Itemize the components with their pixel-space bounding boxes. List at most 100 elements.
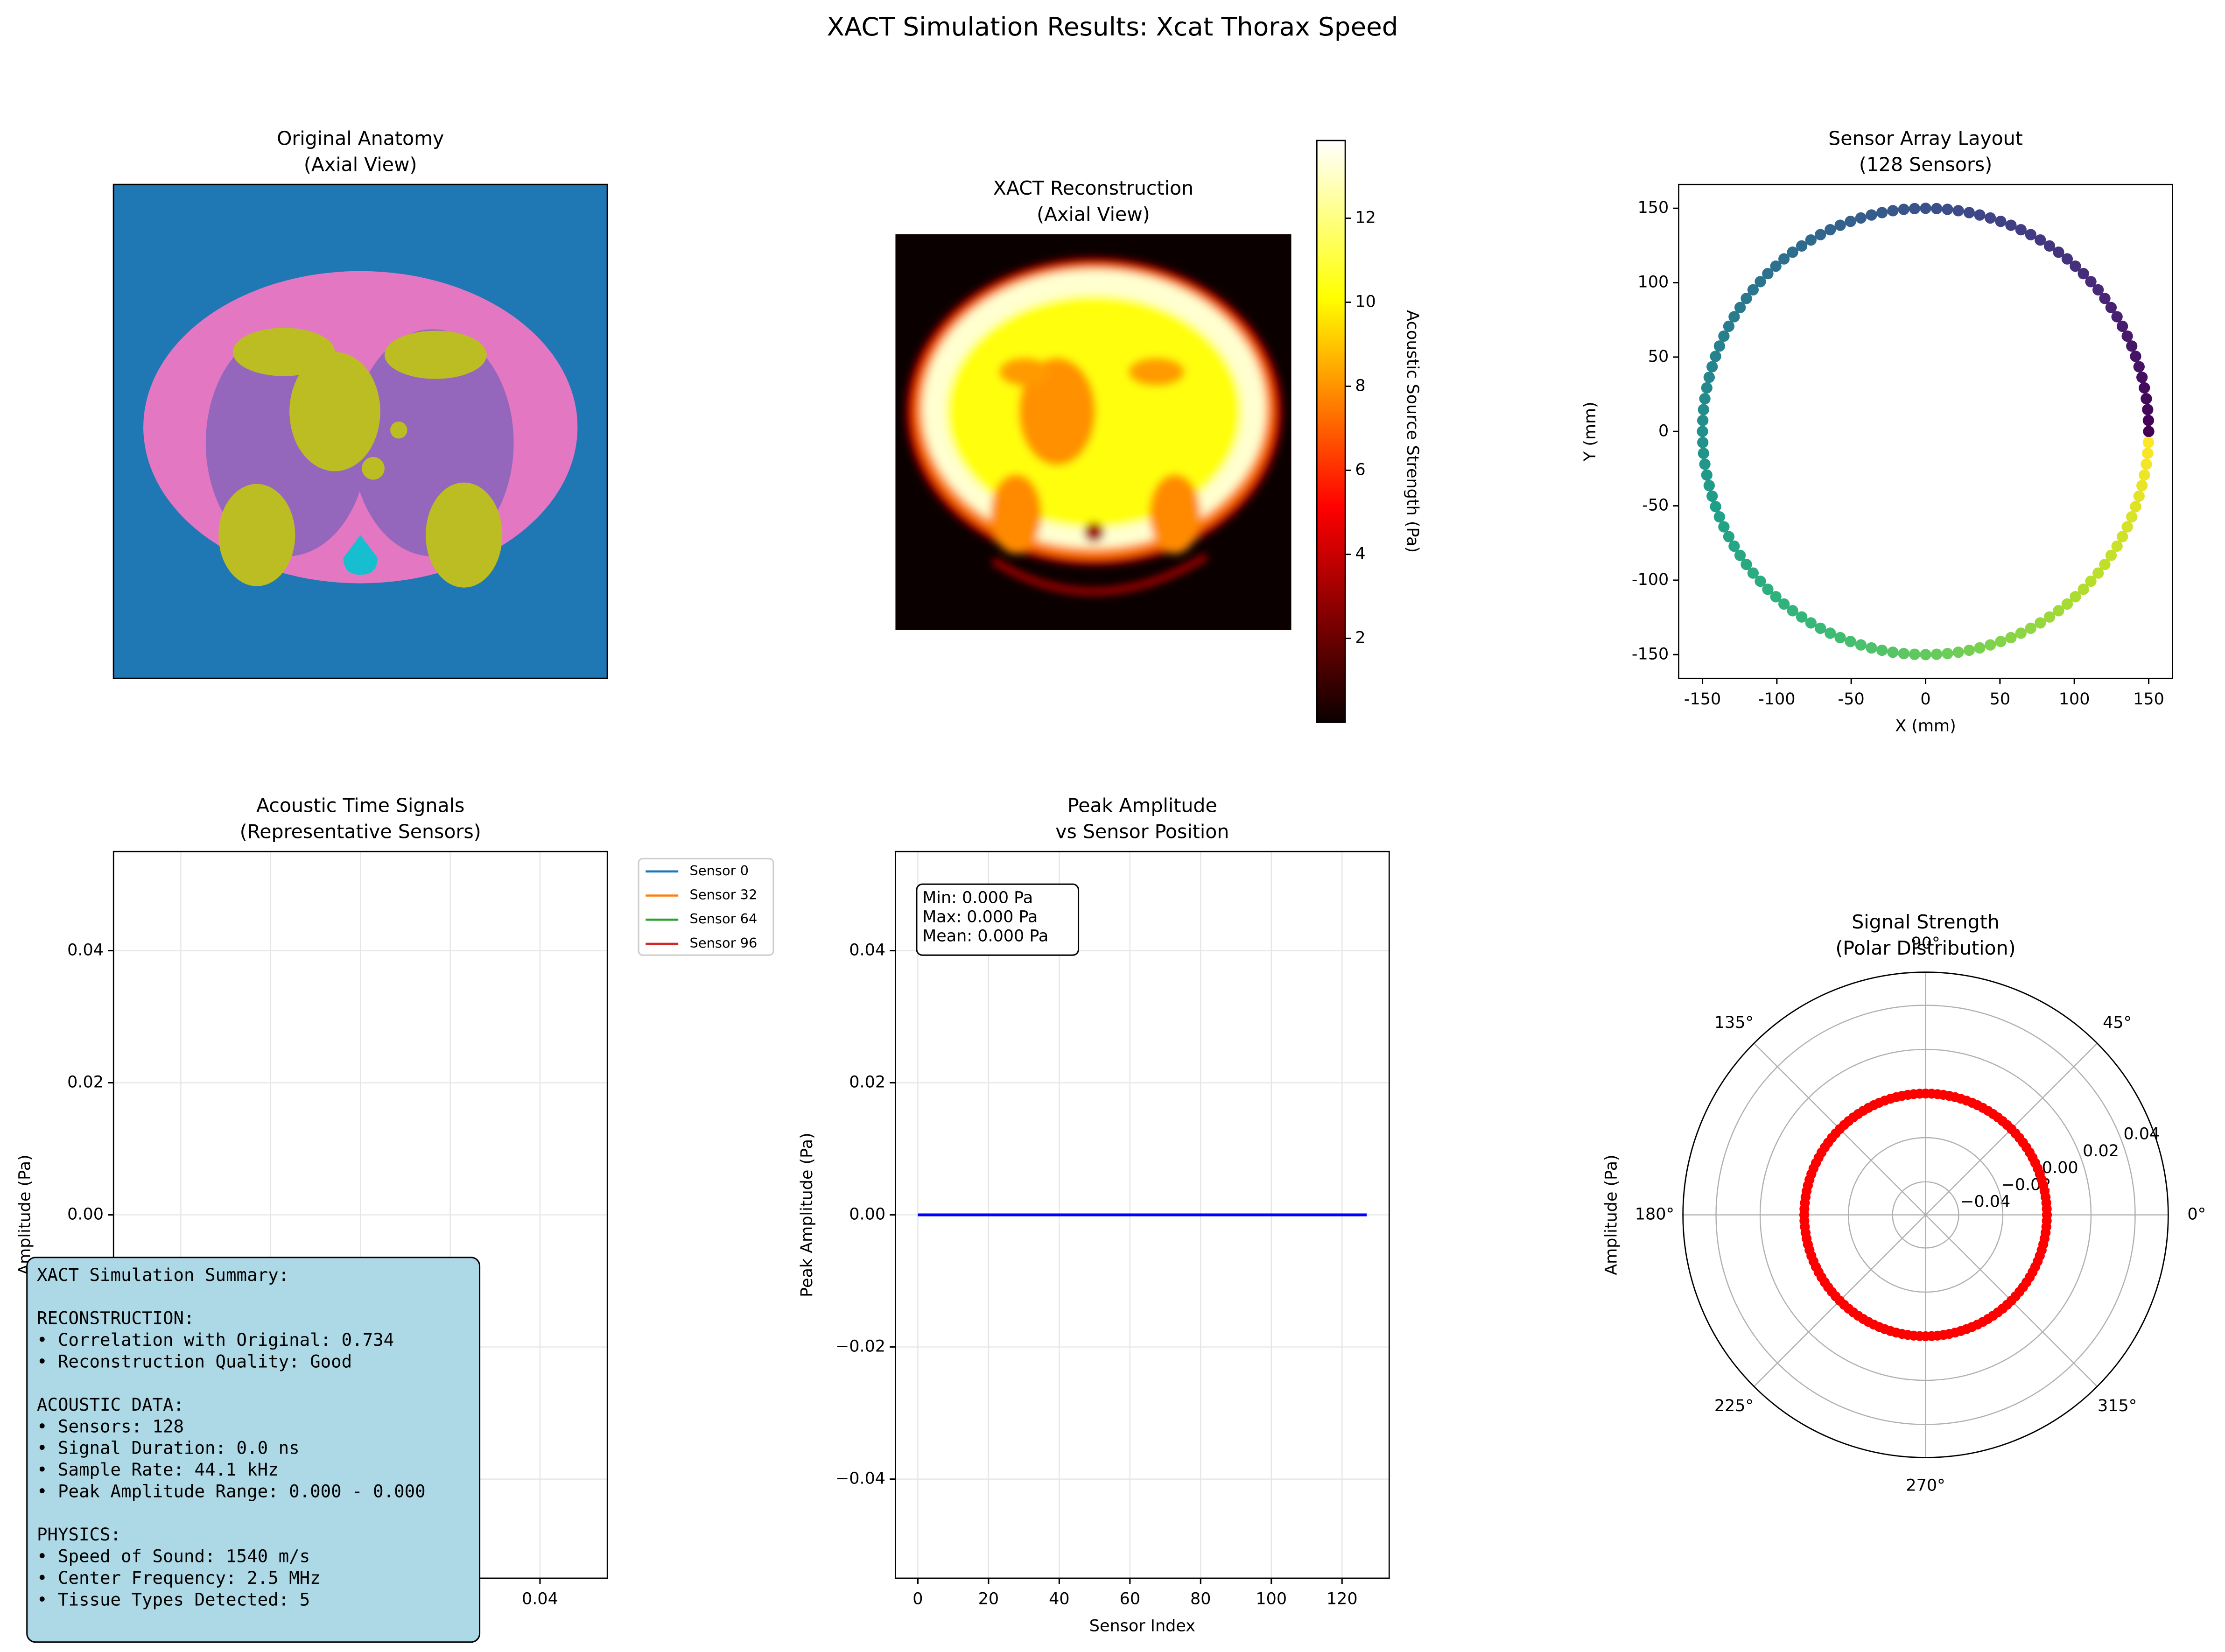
stats-line: Min: 0.000 Pa [922,889,1033,907]
sensor-point [1834,632,1846,644]
sensor-point [2136,372,2148,383]
sensor-point [2141,458,2152,470]
sensor-point [1741,293,1752,304]
sensor-point [1770,260,1782,272]
chart-title: Acoustic Time Signals [256,794,464,816]
sensor-point [1787,246,1798,258]
sensor-point [1845,636,1856,647]
summary-line: ACOUSTIC DATA: [37,1394,184,1415]
colorbar-tick-label: 6 [1355,461,1365,479]
sensor-point [1845,216,1856,227]
x-tick-label: 0 [912,1590,923,1609]
sensor-point [1787,605,1798,617]
sensor-point [1815,622,1826,634]
colorbar-tick-label: 4 [1355,545,1365,563]
sensor-point [2130,351,2141,362]
chart-title: XACT Reconstruction [993,177,1193,199]
summary-line: • Reconstruction Quality: Good [37,1351,352,1371]
sensor-point [2116,531,2128,542]
sensor-point [1898,647,1909,660]
sensor-point [2142,415,2155,426]
chart-title: (Polar Distribution) [1835,937,2015,959]
legend-label: Sensor 32 [690,886,758,902]
sensor-point [2025,622,2036,634]
colorbar-tick-label: 2 [1355,629,1365,647]
summary-line: • Correlation with Original: 0.734 [37,1329,394,1350]
sensor-point [2025,229,2036,240]
sensor-point [2005,219,2017,231]
sensor-point [1920,203,1931,214]
summary-line: • Sensors: 128 [37,1416,184,1436]
sensor-point [2085,576,2097,587]
plot-frame [894,851,1390,1579]
y-axis-label: Amplitude (Pa) [16,1154,35,1275]
theta-tick-label: 0° [2187,1205,2206,1224]
sensor-point [2105,302,2117,313]
sensor-point [1723,320,1735,332]
y-tick-label: 100 [1638,273,1669,292]
colorbar-tick-label: 10 [1355,293,1376,311]
sensor-point [2099,293,2111,304]
sensor-point [1930,203,1943,215]
sensor-point [1701,469,1713,481]
y-axis-label: Peak Amplitude (Pa) [798,1132,816,1297]
chart-title: Sensor Array Layout [1828,127,2023,149]
sensor-point [1866,209,1877,221]
sensor-point [1876,207,1888,218]
sensor-point [1697,415,1709,426]
sensor-point [1855,212,1867,224]
y-tick-label: −0.02 [835,1337,885,1356]
sensor-point [1734,549,1746,561]
sensor-point [1762,267,1774,280]
sensor-point [1898,204,1909,215]
sensor-point [2043,240,2056,252]
anatomy-image [112,183,608,679]
chart-title: Original Anatomy [277,127,444,149]
sensor-point [1741,559,1752,570]
sensor-point [1747,284,1759,296]
sensor-point [2126,511,2138,523]
summary-line: • Peak Amplitude Range: 0.000 - 0.000 [37,1481,426,1501]
r-tick-label: 0.02 [2083,1142,2119,1160]
sensor-point [1952,205,1964,217]
sensor-point [1920,649,1931,661]
sensor-point [1952,647,1964,658]
legend-label: Sensor 96 [690,935,758,951]
sensor-point [1710,501,1721,513]
sensor-point [2035,234,2046,246]
sensor-point [2130,501,2141,513]
y-tick-label: 0.00 [849,1205,885,1224]
x-tick-label: 100 [2059,690,2090,709]
x-tick-label: 50 [1990,690,2010,709]
x-tick-label: 150 [2133,690,2164,709]
sensor-point [1699,393,1711,405]
sensor-point [1930,648,1943,660]
sensor-point [1762,583,1774,595]
y-tick-label: 150 [1638,198,1669,217]
x-axis-label: Sensor Index [1089,1617,1195,1635]
sensor-point [1734,302,1746,313]
sensor-point [2070,591,2081,603]
sensor-point [1974,209,1986,221]
sensor-point [2142,436,2155,449]
reconstruction-image [895,234,1291,630]
sensor-point [1942,204,1953,215]
sensor-point [1698,404,1709,415]
stats-box [916,883,1080,956]
sensor-point [1876,644,1888,656]
sensor-point [1713,511,1726,523]
theta-tick-label: 135° [1714,1013,1754,1032]
sensor-point [1728,311,1740,323]
colorbar-tick-label: 12 [1355,209,1376,227]
y-tick-label: 0.04 [849,941,885,959]
sensor-point [1974,642,1986,654]
y-tick-label: 0 [1658,422,1669,440]
chart-title: Peak Amplitude [1067,794,1217,816]
sensor-point [1728,540,1740,552]
y-tick-label: −0.04 [835,1469,885,1488]
sensor-point [2111,311,2123,323]
summary-line: PHYSICS: [37,1524,121,1545]
x-tick-label: 80 [1190,1590,1211,1609]
x-axis-label: X (mm) [1895,717,1956,736]
